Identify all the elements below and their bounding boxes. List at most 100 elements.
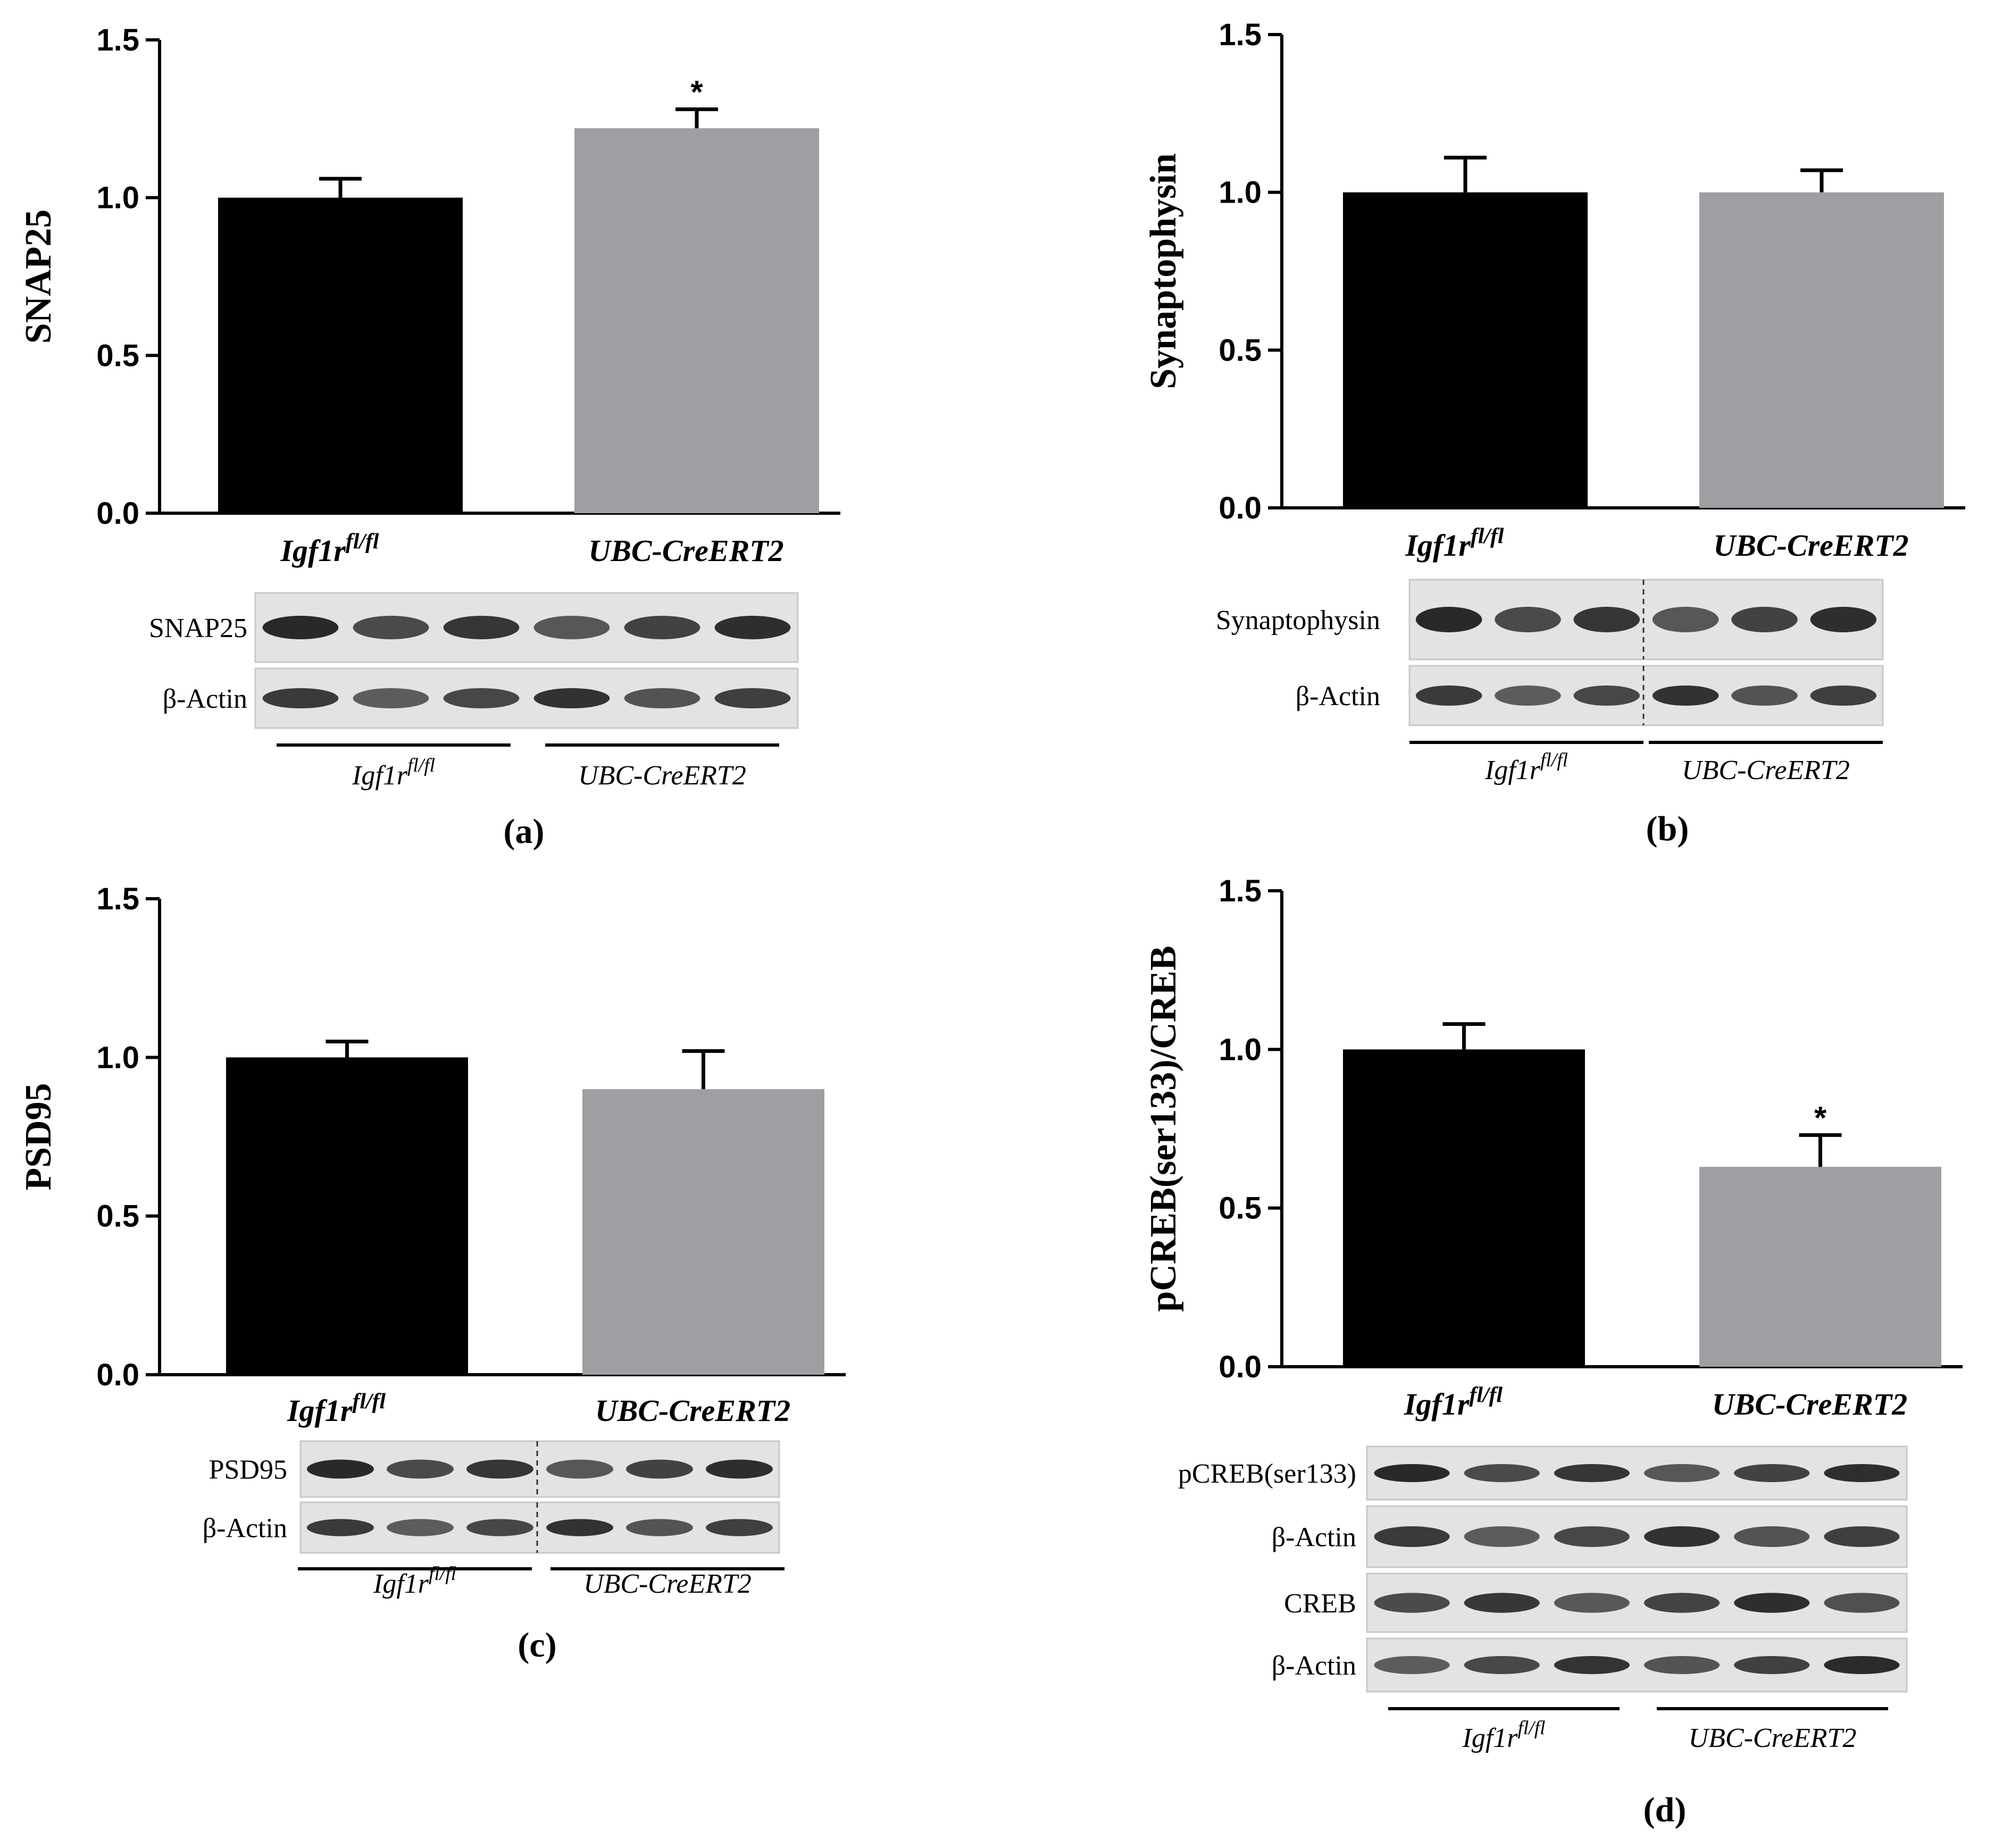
y-tick-label: 1.0: [96, 181, 139, 215]
blot-band: [1644, 1526, 1720, 1548]
blot-band: [1644, 1593, 1720, 1613]
y-tick-label: 0.5: [1219, 333, 1262, 367]
blot-band: [262, 615, 339, 640]
bar: [1699, 192, 1944, 508]
blot-label: SNAP25: [149, 613, 247, 643]
category-label: UBC-CreERT2: [1712, 1387, 1907, 1421]
blot-band: [1734, 1656, 1810, 1674]
blot-strip: [1366, 1637, 1908, 1693]
blot-band: [546, 1459, 613, 1479]
y-axis-label: PSD95: [18, 1083, 59, 1190]
y-tick-label: 0.5: [96, 338, 139, 373]
blot-band: [1374, 1464, 1450, 1482]
blot-band: [1824, 1526, 1900, 1548]
blot-band: [1652, 607, 1719, 632]
blot-band: [626, 1459, 693, 1479]
blot-strip: [254, 592, 799, 663]
y-tick-label: 1.5: [1219, 874, 1262, 908]
blot-band: [466, 1459, 533, 1479]
blot-band: [1644, 1464, 1720, 1482]
category-label: UBC-CreERT2: [588, 533, 783, 568]
blot-band: [624, 615, 700, 640]
blot-band: [262, 688, 339, 709]
blot-band: [1573, 607, 1640, 632]
blot-band: [706, 1459, 773, 1479]
blot-label: CREB: [1284, 1588, 1356, 1619]
y-tick-label: 0.0: [96, 496, 139, 531]
blot-strip: [1366, 1573, 1908, 1633]
category-label: Igf1rfl/fl: [1405, 524, 1504, 563]
blot-group-label: UBC-CreERT2: [1689, 1723, 1857, 1753]
blot-background: [1366, 1445, 1908, 1501]
blot-band: [443, 688, 520, 709]
panel-a: 0.0 0.5 1.0 1.5 SNAP25 Igf1rfl/fl * UBC-CreERT2…: [18, 23, 840, 851]
blot-band: [1374, 1593, 1450, 1613]
blot-strip: [1408, 665, 1884, 726]
y-axis-label: pCREB(ser133)/CREB: [1143, 946, 1184, 1311]
bar: [1343, 1049, 1585, 1367]
blot-band: [626, 1519, 693, 1536]
blot-band: [1554, 1593, 1630, 1613]
blot-group-label: Igf1rfl/fl: [1484, 749, 1568, 785]
blot-band: [1734, 1526, 1810, 1548]
panel-label: (d): [1643, 1791, 1687, 1829]
blot-band: [533, 688, 610, 709]
y-tick-label: 1.0: [1219, 1032, 1262, 1067]
y-tick-label: 1.0: [1219, 175, 1262, 210]
panel-label: (c): [518, 1626, 556, 1665]
y-tick-label: 0.5: [1219, 1191, 1262, 1226]
blot-band: [1374, 1656, 1450, 1674]
blot-background: [1408, 665, 1884, 726]
y-axis-label: SNAP25: [18, 210, 59, 344]
blot-label: β-Actin: [1296, 681, 1380, 712]
blot-band: [387, 1519, 454, 1536]
blot-background: [1366, 1637, 1908, 1693]
blot-strip: [1366, 1505, 1908, 1568]
blot-band: [466, 1519, 533, 1536]
blot-background: [254, 592, 799, 663]
blot-band: [1415, 685, 1482, 706]
blot-band: [1810, 685, 1877, 706]
blot-band: [546, 1519, 613, 1536]
blot-background: [1366, 1505, 1908, 1568]
y-tick-label: 0.5: [96, 1199, 139, 1234]
y-tick-label: 1.5: [96, 882, 139, 916]
blot-band: [624, 688, 700, 709]
y-tick-label: 0.0: [96, 1358, 139, 1392]
blot-band: [1554, 1464, 1630, 1482]
blot-strip: [1408, 579, 1884, 660]
y-tick-label: 0.0: [1219, 491, 1262, 525]
blot-label: pCREB(ser133): [1178, 1459, 1356, 1489]
blot-group-label: Igf1rfl/fl: [373, 1563, 456, 1599]
blot-band: [443, 615, 520, 640]
blot-band: [1734, 1464, 1810, 1482]
blot-band: [307, 1519, 374, 1536]
blot-band: [353, 688, 429, 709]
blot-band: [1731, 607, 1798, 632]
category-label: Igf1rfl/fl: [1404, 1383, 1503, 1421]
blot-band: [1810, 607, 1877, 632]
blot-strip: [1366, 1445, 1908, 1501]
category-label: UBC-CreERT2: [1713, 528, 1908, 563]
y-axis-label: Synaptophysin: [1143, 153, 1184, 389]
y-tick-label: 1.0: [96, 1040, 139, 1075]
bar: [1343, 192, 1588, 508]
panel-label: (b): [1646, 809, 1689, 848]
blot-band: [1644, 1656, 1720, 1674]
significance-marker: *: [690, 74, 703, 110]
blot-band: [1824, 1464, 1900, 1482]
blot-label: Synaptophysin: [1216, 605, 1380, 635]
blot-band: [714, 688, 791, 709]
category-label: UBC-CreERT2: [595, 1393, 790, 1428]
blot-band: [1464, 1464, 1540, 1482]
blot-background: [299, 1440, 780, 1498]
blot-band: [1824, 1656, 1900, 1674]
blot-band: [1554, 1526, 1630, 1548]
panel-label: (a): [504, 812, 545, 851]
blot-band: [353, 615, 429, 640]
blot-strip: [299, 1440, 780, 1498]
blot-label: β-Actin: [1272, 1523, 1356, 1553]
blot-group-label: Igf1rfl/fl: [1462, 1717, 1546, 1753]
y-tick-label: 1.5: [1219, 18, 1262, 52]
